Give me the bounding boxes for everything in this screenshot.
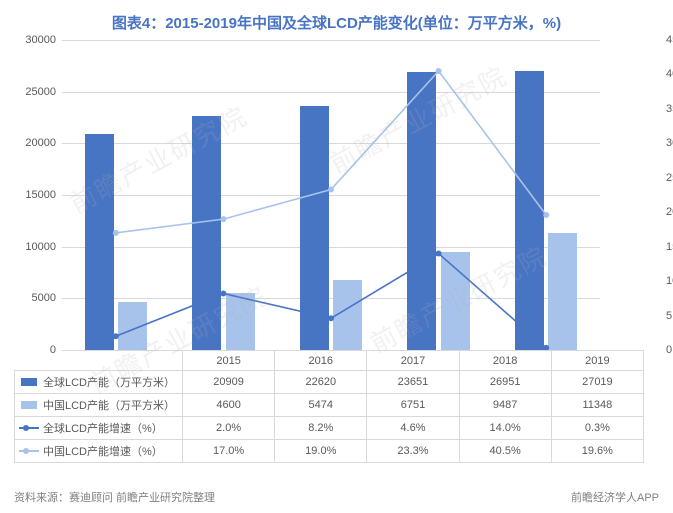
line-global_growth xyxy=(116,254,546,348)
table-cell: 14.0% xyxy=(459,417,551,440)
table-category: 2017 xyxy=(367,351,459,371)
y-left-tick: 10000 xyxy=(0,241,56,253)
legend-dot-icon xyxy=(23,448,29,454)
marker-china_growth xyxy=(543,212,549,218)
table-cell: 4.6% xyxy=(367,417,459,440)
app-label: 前瞻经济学人APP xyxy=(571,489,659,505)
table-cell: 5474 xyxy=(275,394,367,417)
table-row: 中国LCD产能（万平方米）460054746751948711348 xyxy=(15,394,644,417)
table-category: 2019 xyxy=(551,351,643,371)
table-cell: 11348 xyxy=(551,394,643,417)
y-right-tick: 0.0% xyxy=(666,344,673,356)
table-cell: 23651 xyxy=(367,371,459,394)
marker-global_growth xyxy=(113,333,119,339)
marker-china_growth xyxy=(220,216,226,222)
marker-global_growth xyxy=(436,251,442,257)
table-cell: 4600 xyxy=(183,394,275,417)
legend-dot-icon xyxy=(23,425,29,431)
table-cell: 19.0% xyxy=(275,440,367,463)
line-series-layer xyxy=(62,40,600,350)
legend-line-icon xyxy=(19,427,39,429)
series-label: 全球LCD产能增速（%） xyxy=(15,417,183,440)
marker-china_growth xyxy=(328,186,334,192)
y-right-tick: 35.0% xyxy=(666,103,673,115)
y-left-tick: 30000 xyxy=(0,34,56,46)
y-right-tick: 20.0% xyxy=(666,206,673,218)
legend-swatch-icon xyxy=(21,401,37,409)
data-table: 20152016201720182019全球LCD产能（万平方米）2090922… xyxy=(14,350,644,463)
series-label: 全球LCD产能（万平方米） xyxy=(15,371,183,394)
table-cell: 2.0% xyxy=(183,417,275,440)
table-cell: 40.5% xyxy=(459,440,551,463)
table-row: 全球LCD产能增速（%）2.0%8.2%4.6%14.0%0.3% xyxy=(15,417,644,440)
table-cell: 17.0% xyxy=(183,440,275,463)
table-cell: 22620 xyxy=(275,371,367,394)
y-left-tick: 15000 xyxy=(0,189,56,201)
table-cell: 20909 xyxy=(183,371,275,394)
y-right-tick: 40.0% xyxy=(666,68,673,80)
table-row: 全球LCD产能（万平方米）2090922620236512695127019 xyxy=(15,371,644,394)
table-cell: 8.2% xyxy=(275,417,367,440)
y-right-tick: 25.0% xyxy=(666,172,673,184)
chart-container: 图表4：2015-2019年中国及全球LCD产能变化(单位：万平方米，%) 05… xyxy=(0,0,673,513)
table-corner xyxy=(15,351,183,371)
y-left-tick: 5000 xyxy=(0,292,56,304)
table-cell: 26951 xyxy=(459,371,551,394)
plot-area: 0500010000150002000025000300000.0%5.0%10… xyxy=(62,40,600,350)
marker-china_growth xyxy=(113,230,119,236)
y-left-tick: 25000 xyxy=(0,86,56,98)
table-header-row: 20152016201720182019 xyxy=(15,351,644,371)
y-right-tick: 15.0% xyxy=(666,241,673,253)
y-left-tick: 20000 xyxy=(0,137,56,149)
y-right-tick: 5.0% xyxy=(666,310,673,322)
legend-swatch-icon xyxy=(21,378,37,386)
table-category: 2015 xyxy=(183,351,275,371)
marker-global_growth xyxy=(328,315,334,321)
series-label: 中国LCD产能增速（%） xyxy=(15,440,183,463)
marker-china_growth xyxy=(436,68,442,74)
legend-line-icon xyxy=(19,450,39,452)
chart-title: 图表4：2015-2019年中国及全球LCD产能变化(单位：万平方米，%) xyxy=(0,0,673,41)
table-category: 2018 xyxy=(459,351,551,371)
table-cell: 27019 xyxy=(551,371,643,394)
table-cell: 23.3% xyxy=(367,440,459,463)
table-cell: 6751 xyxy=(367,394,459,417)
table-cell: 9487 xyxy=(459,394,551,417)
table-cell: 19.6% xyxy=(551,440,643,463)
y-right-tick: 10.0% xyxy=(666,275,673,287)
y-right-tick: 30.0% xyxy=(666,137,673,149)
line-china_growth xyxy=(116,71,546,233)
table-row: 中国LCD产能增速（%）17.0%19.0%23.3%40.5%19.6% xyxy=(15,440,644,463)
source-label: 资料来源：赛迪顾问 前瞻产业研究院整理 xyxy=(14,489,215,505)
table-cell: 0.3% xyxy=(551,417,643,440)
marker-global_growth xyxy=(220,291,226,297)
y-right-tick: 45.0% xyxy=(666,34,673,46)
table-category: 2016 xyxy=(275,351,367,371)
series-label: 中国LCD产能（万平方米） xyxy=(15,394,183,417)
